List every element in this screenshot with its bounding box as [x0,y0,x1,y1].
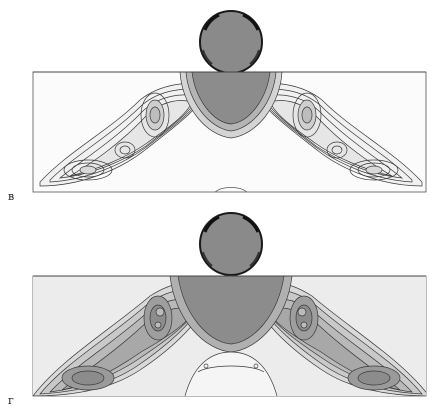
panel-g [33,213,429,396]
panel-label-v: в [8,190,14,203]
contour-field-g [33,276,429,396]
panel-label-g: г [8,394,14,407]
panel-v [33,11,426,192]
indenter-ball-v [200,11,262,73]
indenter-ball-g [200,213,262,275]
